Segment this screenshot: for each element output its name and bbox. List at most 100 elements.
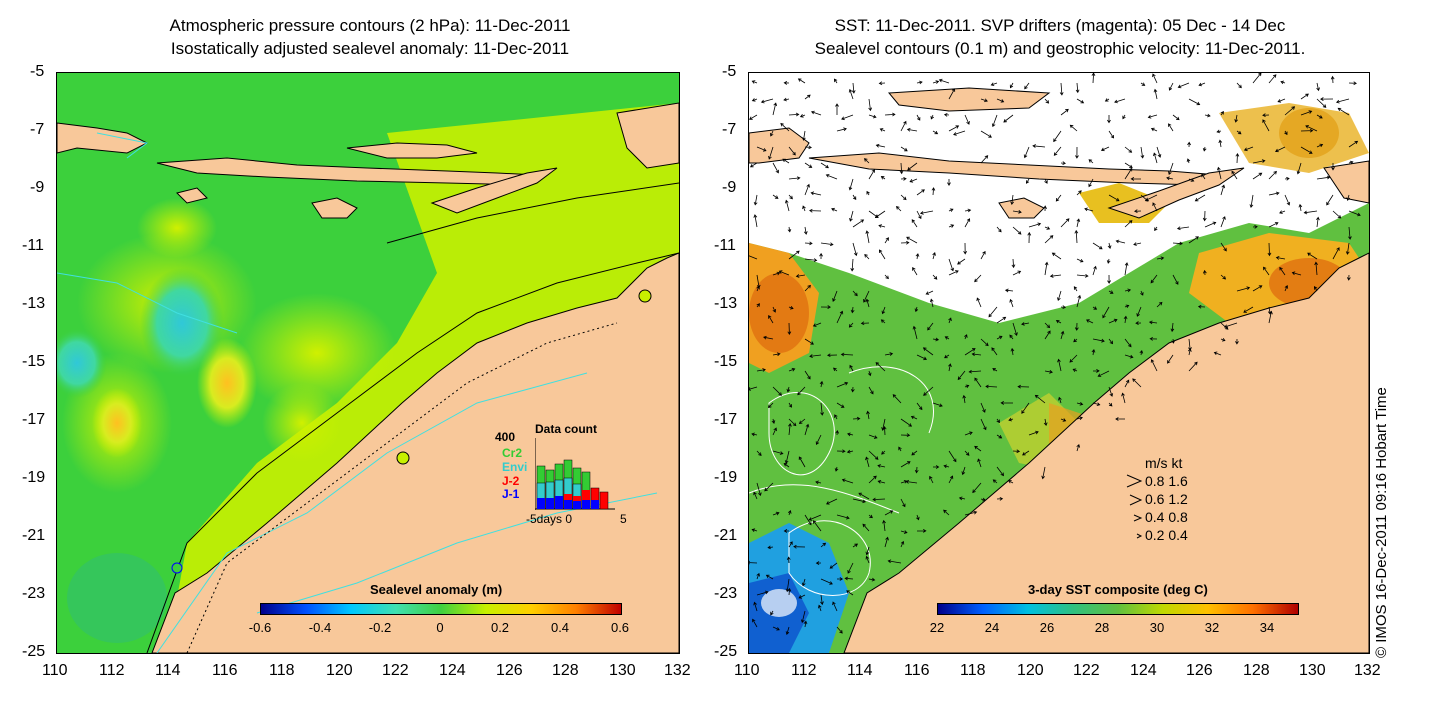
- velocity-arrow: [788, 176, 801, 181]
- inset-bars: [536, 459, 609, 510]
- velocity-arrow: [1147, 114, 1158, 119]
- velocity-arrow: [1156, 256, 1165, 261]
- velocity-arrow: [884, 237, 889, 244]
- velocity-arrow: [749, 114, 758, 120]
- velocity-arrow: [783, 529, 789, 533]
- velocity-arrow: [900, 433, 911, 438]
- velocity-arrow: [1346, 194, 1351, 201]
- velocity-arrow: [850, 386, 855, 393]
- velocity-arrow: [1148, 320, 1158, 325]
- velocity-arrow: [860, 321, 870, 326]
- velocity-arrow: [756, 590, 769, 596]
- velocity-arrow: [1150, 274, 1158, 284]
- velocity-arrow: [832, 601, 838, 612]
- right-y-tick: -13: [714, 295, 738, 312]
- velocity-arrow: [1072, 368, 1078, 373]
- velocity-arrow: [1156, 146, 1162, 158]
- velocity-arrow: [1252, 73, 1262, 84]
- velocity-arrow: [865, 546, 870, 556]
- velocity-arrow: [1172, 274, 1179, 285]
- velocity-arrow: [804, 370, 811, 380]
- velocity-arrow: [788, 194, 793, 200]
- velocity-arrow: [1170, 322, 1175, 333]
- right-cb-label: 26: [1039, 620, 1055, 635]
- left-title-line1: Atmospheric pressure contours (2 hPa): 1…: [169, 16, 571, 35]
- left-cb-label: 0.2: [490, 620, 510, 635]
- right-y-tick: -15: [714, 353, 738, 370]
- velocity-arrow: [884, 112, 896, 117]
- velocity-arrow: [1176, 226, 1190, 231]
- velocity-arrow: [974, 274, 982, 283]
- velocity-arrow: [1107, 115, 1111, 124]
- velocity-arrow: [1009, 82, 1014, 89]
- velocity-arrow: [1041, 466, 1046, 480]
- velocity-arrow: [753, 601, 758, 612]
- velocity-arrow: [887, 559, 902, 564]
- velocity-arrow: [1069, 124, 1078, 132]
- right-x-tick: 126: [1186, 662, 1213, 679]
- velocity-arrow: [1249, 194, 1254, 208]
- velocity-arrow: [749, 560, 758, 565]
- velocity-arrow: [990, 82, 998, 86]
- velocity-arrow: [943, 464, 950, 469]
- left-map: [56, 72, 680, 654]
- velocity-arrow: [1263, 266, 1270, 276]
- velocity-arrow: [844, 576, 854, 581]
- velocity-arrow: [827, 353, 838, 358]
- velocity-arrow: [1008, 417, 1014, 422]
- velocity-arrow: [802, 205, 806, 212]
- velocity-arrow: [867, 370, 872, 377]
- velocity-arrow: [1220, 337, 1226, 342]
- velocity-arrow: [884, 536, 889, 548]
- velocity-arrow: [751, 432, 758, 437]
- velocity-arrow: [1284, 284, 1289, 292]
- left-y-tick: -5: [30, 63, 45, 80]
- velocity-arrow: [1027, 231, 1032, 244]
- velocity-arrow: [909, 178, 918, 183]
- velocity-arrow: [1076, 190, 1082, 196]
- velocity-arrow: [803, 620, 808, 628]
- inset-series-j2: J-2: [502, 474, 520, 488]
- velocity-arrow: [943, 112, 950, 117]
- right-y-tick: -17: [714, 411, 738, 428]
- velocity-arrow: [765, 574, 774, 580]
- left-x-tick: 128: [552, 662, 579, 679]
- velocity-arrow: [1300, 93, 1309, 100]
- velocity-arrow: [1223, 322, 1238, 329]
- velocity-arrow: [804, 94, 811, 100]
- left-y-tick: -23: [22, 585, 46, 602]
- velocity-arrow: [948, 224, 955, 228]
- velocity-arrow: [868, 114, 877, 119]
- velocity-arrow: [852, 543, 859, 548]
- velocity-arrow: [787, 509, 792, 516]
- velocity-arrow: [1202, 269, 1207, 276]
- velocity-arrow: [1177, 82, 1190, 89]
- velocity-arrow: [1044, 330, 1051, 340]
- velocity-arrow: [964, 334, 968, 340]
- velocity-arrow: [900, 120, 907, 132]
- velocity-arrow: [905, 479, 918, 484]
- velocity-arrow: [863, 290, 870, 303]
- velocity-arrow: [836, 381, 849, 388]
- velocity-arrow: [809, 208, 822, 213]
- velocity-arrow: [964, 510, 978, 516]
- velocity-arrow: [1291, 271, 1302, 276]
- velocity-arrow: [964, 431, 973, 436]
- velocity-arrow: [880, 176, 886, 180]
- velocity-arrow: [1234, 114, 1239, 123]
- velocity-arrow: [1235, 153, 1240, 164]
- right-colorbar-labels: 22 24 26 28 30 32 34: [930, 620, 1297, 638]
- velocity-arrow: [793, 544, 806, 549]
- velocity-arrow: [914, 466, 919, 474]
- velocity-arrow: [847, 432, 854, 437]
- velocity-arrow: [996, 466, 1004, 477]
- velocity-arrow: [977, 458, 982, 468]
- velocity-arrow: [1300, 110, 1313, 116]
- velocity-arrow: [751, 80, 758, 84]
- right-cb-label: 30: [1149, 620, 1165, 635]
- right-x-tick: 110: [734, 662, 760, 679]
- velocity-arrow: [961, 466, 966, 476]
- velocity-arrow: [852, 219, 865, 228]
- velocity-arrow: [1150, 359, 1158, 372]
- velocity-arrow: [835, 103, 839, 115]
